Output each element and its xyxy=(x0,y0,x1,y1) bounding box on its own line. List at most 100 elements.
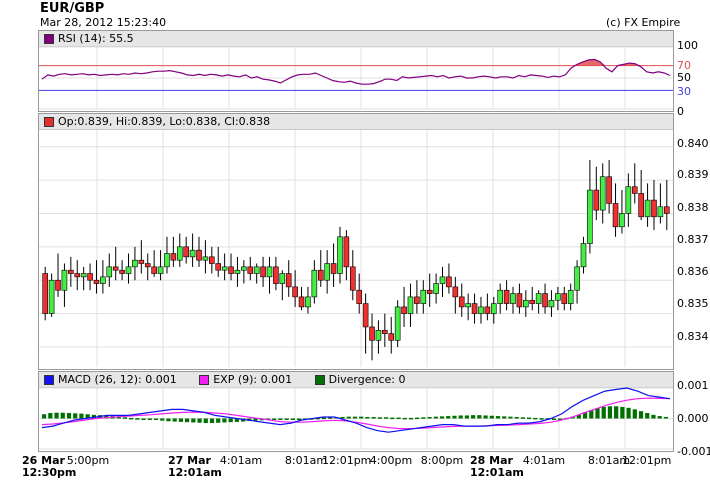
divergence-bar xyxy=(222,418,227,423)
price-panel: Op:0.839, Hi:0.839, Lo:0.838, Cl:0.838 xyxy=(38,113,674,370)
x-tick-label: 12:01pm xyxy=(622,454,672,467)
x-tick-label: 5:00pm xyxy=(66,454,110,467)
price-ytick: 0.834 xyxy=(677,330,709,343)
x-tick-label: 28 Mar 12:01am xyxy=(470,454,524,479)
macd-line xyxy=(41,387,671,433)
rsi-ytick: 0 xyxy=(677,105,684,118)
divergence-bar xyxy=(141,418,146,420)
x-tick-label: 8:01am xyxy=(284,454,328,467)
divergence-bar xyxy=(390,417,395,420)
candle-body xyxy=(189,249,196,258)
divergence-bar xyxy=(340,416,345,419)
candle-body xyxy=(93,279,100,284)
price-legend-swatch xyxy=(44,116,54,127)
candle-body xyxy=(151,266,157,274)
divergence-bar xyxy=(209,418,215,424)
divergence-bar xyxy=(589,409,594,419)
divergence-bar xyxy=(582,412,588,419)
copyright-text: (c) FX Empire xyxy=(606,16,681,29)
price-ytick: 0.840 xyxy=(677,137,709,150)
price-ytick: 0.835 xyxy=(677,297,709,310)
divergence-bar xyxy=(197,418,202,423)
candle-body xyxy=(465,303,471,308)
rsi-ytick: 50 xyxy=(677,71,691,84)
rsi-panel: RSI (14): 55.5 xyxy=(38,30,674,112)
candle-body xyxy=(119,269,125,274)
candle-body xyxy=(164,253,170,268)
divergence-bar xyxy=(253,418,258,421)
divergence-bar xyxy=(576,414,581,419)
divergence-bar xyxy=(296,418,302,420)
divergence-bar xyxy=(651,414,656,419)
divergence-bar xyxy=(42,414,47,419)
candle-body xyxy=(407,296,414,314)
candle-body xyxy=(247,266,254,274)
candle-body xyxy=(369,326,375,341)
divergence-bar xyxy=(315,417,320,420)
divergence-bar xyxy=(359,416,364,419)
chart-datetime: Mar 28, 2012 15:23:40 xyxy=(40,16,167,29)
candle-body xyxy=(523,299,529,308)
candle-body xyxy=(503,289,510,304)
macd-ytick: -0.001 xyxy=(677,445,710,458)
divergence-bar xyxy=(321,417,327,420)
candle-body xyxy=(612,203,619,228)
divergence-bar xyxy=(172,418,177,422)
candle-body xyxy=(555,293,561,301)
rsi-legend-swatch xyxy=(44,33,54,44)
candle-body xyxy=(349,266,356,291)
divergence-bar xyxy=(626,407,631,419)
divergence-bar xyxy=(421,417,426,419)
divergence-bar xyxy=(415,417,420,420)
divergence-bar xyxy=(402,417,407,420)
divergence-bar xyxy=(446,416,451,419)
divergence-bar xyxy=(408,417,414,420)
candle-body xyxy=(234,269,241,274)
x-tick-label: 4:01am xyxy=(522,454,566,467)
divergence-bar xyxy=(514,416,519,419)
divergence-bar xyxy=(614,406,619,419)
macd-legend-swatch xyxy=(44,374,54,385)
candle-body xyxy=(510,293,516,304)
candle-body xyxy=(324,263,330,281)
candle-body xyxy=(375,329,382,341)
candle-body xyxy=(48,279,55,314)
divergence-bar xyxy=(433,416,438,419)
divergence-bar xyxy=(73,413,78,419)
candle-body xyxy=(593,189,600,211)
candle-body xyxy=(644,199,651,218)
divergence-bar xyxy=(477,415,482,419)
candle-body xyxy=(574,266,580,291)
divergence-bar xyxy=(663,416,668,419)
candle-body xyxy=(631,186,638,194)
divergence-bar xyxy=(272,418,277,420)
candle-body xyxy=(362,303,369,328)
candle-body xyxy=(471,303,478,314)
candle-body xyxy=(260,266,266,278)
divergence-bar xyxy=(116,416,121,419)
divergence-bar xyxy=(234,418,239,422)
candle-body xyxy=(606,176,612,204)
candle-body xyxy=(567,289,574,304)
divergence-bar xyxy=(595,408,600,419)
divergence-bar xyxy=(48,413,53,419)
candle-body xyxy=(138,259,145,264)
candle-body xyxy=(619,213,625,228)
divergence-bar xyxy=(203,418,208,424)
candle-body xyxy=(580,243,587,268)
divergence-bar xyxy=(483,415,488,419)
divergence-bar xyxy=(365,416,370,419)
candle-body xyxy=(657,206,664,218)
rsi-plot xyxy=(39,46,673,110)
candle-body xyxy=(68,269,74,274)
divergence-bar xyxy=(278,418,283,420)
divergence-bar xyxy=(60,412,65,419)
candle-body xyxy=(388,333,395,341)
chart-title: EUR/GBP xyxy=(40,1,105,16)
divergence-bar xyxy=(85,414,90,419)
divergence-bar xyxy=(160,418,165,421)
exp-line xyxy=(41,397,671,430)
candle-body xyxy=(330,263,337,274)
candle-body xyxy=(446,276,452,288)
divergence-bar xyxy=(284,418,289,420)
